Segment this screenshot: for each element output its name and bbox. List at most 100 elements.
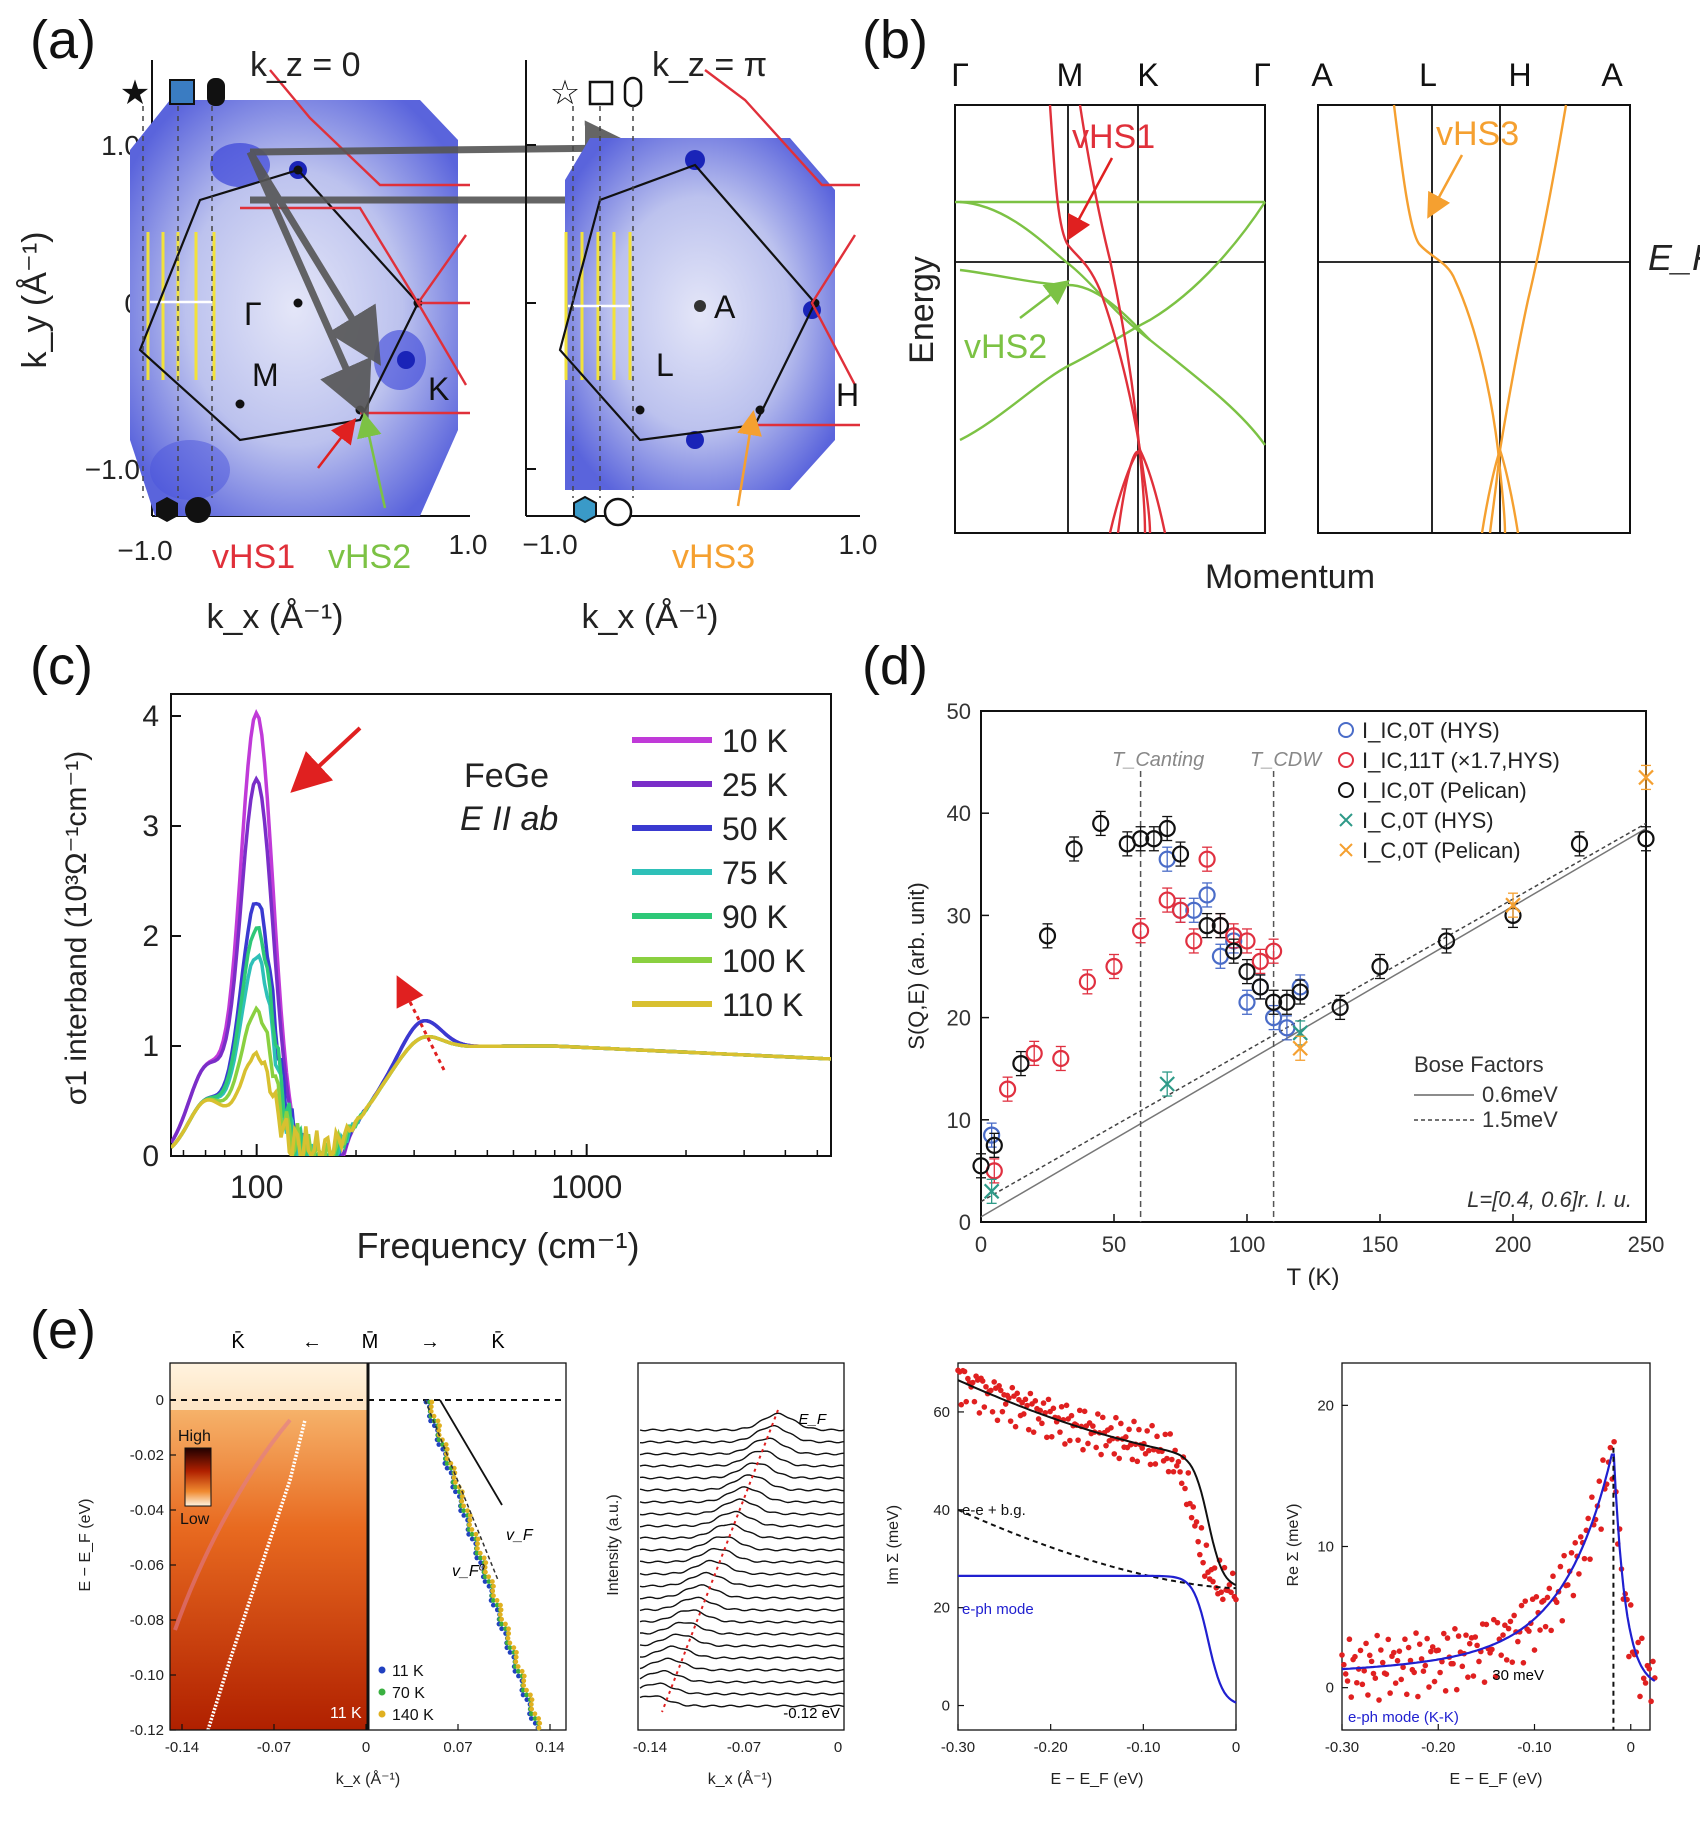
dispersion-dot <box>444 1465 450 1471</box>
colorbar-high: High <box>178 1428 211 1445</box>
mdc-curve <box>639 1559 845 1576</box>
kzpi-label: k_z = π <box>652 46 767 84</box>
panel-a-label: (a) <box>30 10 96 70</box>
resigma-vline-label: 30 meV <box>1492 1667 1544 1684</box>
mdc-xtick-label: -0.14 <box>633 1739 667 1756</box>
re-point <box>1403 1691 1410 1698</box>
d-bose-solid <box>980 827 1647 1218</box>
im-point <box>1177 1469 1183 1475</box>
mdc-curve <box>639 1425 845 1444</box>
dispersion-dot <box>515 1668 521 1674</box>
re-ytick-label: 10 <box>1317 1539 1334 1556</box>
colorbar <box>184 1447 212 1507</box>
re-fit <box>1341 1453 1656 1682</box>
d-point <box>1371 957 1389 976</box>
arpes-xlabel: k_x (Å⁻¹) <box>336 1769 400 1788</box>
dispersion-dot <box>431 1413 437 1419</box>
dispersion-dot <box>528 1716 534 1721</box>
dispersion-dot <box>498 1602 503 1608</box>
im-point <box>1126 1426 1132 1433</box>
top-label-arrow-left: ← <box>302 1331 322 1353</box>
re-point <box>1650 1658 1656 1665</box>
im-point <box>1085 1440 1091 1447</box>
arpes-legend-dot <box>378 1666 386 1674</box>
top-label-kbar-right: K̄ <box>491 1330 505 1353</box>
re-point <box>1376 1697 1382 1703</box>
dispersion-dot <box>467 1522 472 1528</box>
panel-e: (e) K̄ ← M̄ → K̄ High Low 11 K v_F v_F⁰ … <box>30 1300 1658 1788</box>
dispersion-dot <box>490 1602 496 1608</box>
panel-c-curves <box>171 708 831 1156</box>
im-point <box>1093 1444 1099 1451</box>
re-point <box>1576 1571 1582 1577</box>
im-point <box>1030 1429 1037 1435</box>
re-point <box>1505 1625 1512 1632</box>
im-point <box>958 1401 965 1408</box>
re-point <box>1429 1644 1436 1650</box>
dispersion-dot <box>444 1456 450 1462</box>
re-point <box>1428 1648 1434 1655</box>
im-point <box>1136 1426 1142 1433</box>
arpes-xtick-label: 0.14 <box>535 1739 564 1756</box>
dispersion-dot <box>537 1720 543 1726</box>
im-point <box>1040 1400 1047 1406</box>
resigma-ylabel: Re Σ (meV) <box>1285 1504 1302 1587</box>
re-point <box>1533 1594 1540 1600</box>
mdc-top-label: E_F <box>798 1411 826 1428</box>
re-point <box>1585 1515 1591 1522</box>
re-point <box>1400 1664 1406 1671</box>
re-point <box>1561 1552 1567 1559</box>
dispersion-dot <box>513 1654 519 1660</box>
dispersion-dot <box>460 1494 465 1499</box>
im-point <box>1149 1422 1155 1429</box>
dispersion-dot <box>498 1607 504 1613</box>
dispersion-dot <box>490 1598 496 1603</box>
re-point <box>1509 1659 1516 1665</box>
dispersion-dot <box>529 1697 535 1703</box>
im-point <box>1024 1402 1030 1409</box>
dispersion-dot <box>453 1489 458 1495</box>
c-ytick-label: 1 <box>142 1030 159 1063</box>
panel-a-ylabel: k_y (Å⁻¹) <box>16 232 54 369</box>
c-legend-label: 75 K <box>722 855 788 891</box>
im-xtick-label: -0.10 <box>1126 1739 1160 1756</box>
im-point <box>1090 1423 1096 1429</box>
d-point <box>1159 1076 1175 1092</box>
resigma-plot: 0 10 20 -0.30 -0.20 -0.10 0 <box>1317 1397 1658 1756</box>
mdc-curve <box>639 1486 845 1504</box>
dispersion-dot <box>512 1668 518 1674</box>
dispersion-dot <box>461 1508 467 1514</box>
kpath-left-1: M <box>1057 57 1084 93</box>
dispersion-dot <box>467 1512 473 1518</box>
panel-d-frame <box>980 710 1647 1223</box>
im-point <box>1025 1426 1032 1433</box>
d-point <box>1038 927 1057 945</box>
panel-c-xlabel: Frequency (cm⁻¹) <box>356 1225 639 1266</box>
panel-b-xlabel: Momentum <box>1205 558 1375 596</box>
re-point <box>1441 1630 1447 1637</box>
re-point <box>1368 1658 1375 1665</box>
kpath-right-3: A <box>1601 57 1623 93</box>
im-point <box>1076 1407 1083 1414</box>
vhs2-label-a: vHS2 <box>328 538 411 576</box>
arpes-ylabel: E − E_F (eV) <box>77 1499 94 1592</box>
panel-c-polarization: E II ab <box>460 800 558 838</box>
d-point <box>1505 897 1521 913</box>
re-point <box>1372 1675 1379 1682</box>
re-point <box>1383 1671 1390 1677</box>
dispersion-dot <box>507 1650 513 1655</box>
ef-label-b: E_F <box>1648 237 1700 278</box>
mdc-curve <box>639 1657 845 1672</box>
dispersion-dot <box>461 1512 467 1518</box>
imsigma-xlabel: E − E_F (eV) <box>1051 1771 1144 1788</box>
panel-b-ylabel: Energy <box>903 256 941 364</box>
d-point <box>1198 850 1216 868</box>
d-bose-dashed <box>980 822 1647 1203</box>
im-point <box>1006 1395 1012 1401</box>
im-point <box>989 1409 996 1415</box>
dispersion-dot <box>528 1711 534 1717</box>
c-legend-label: 90 K <box>722 899 788 935</box>
vf-label: v_F <box>506 1527 534 1544</box>
dispersion-dot <box>465 1508 470 1514</box>
re-point <box>1544 1594 1551 1601</box>
